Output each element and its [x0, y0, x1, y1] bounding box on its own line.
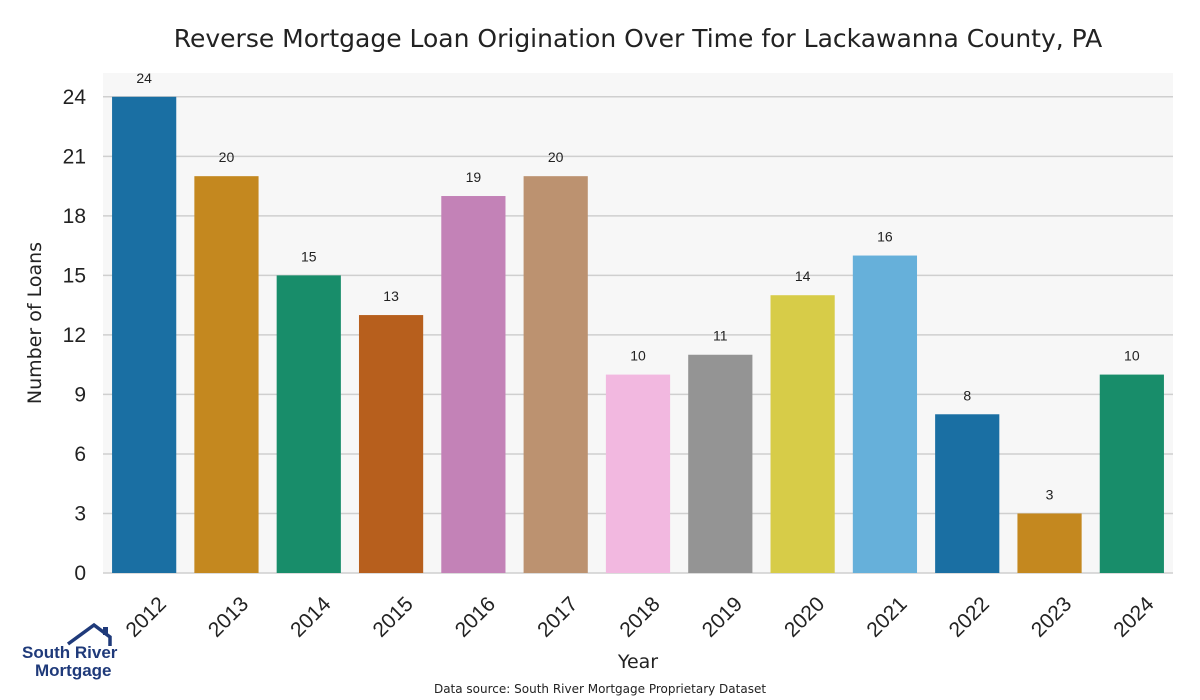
x-tick-label: 2013: [204, 592, 253, 641]
data-label: 15: [301, 248, 317, 264]
y-tick-label: 9: [74, 383, 86, 406]
logo-line-1: South River: [22, 643, 118, 662]
bar-2012: [112, 96, 177, 574]
x-tick-label: 2014: [286, 592, 336, 642]
y-tick-label: 3: [74, 502, 86, 525]
data-label: 10: [1124, 348, 1140, 364]
data-label: 24: [136, 70, 152, 86]
data-label: 3: [1046, 486, 1054, 502]
house-roof-icon: [66, 622, 112, 646]
x-tick-labels: 2012 2013 2014 2015 2016 2017 2018 2019 2020 2021…: [122, 592, 1159, 642]
bar-2022: [935, 414, 1000, 573]
data-label: 20: [219, 149, 235, 165]
bar-2017: [523, 176, 588, 573]
data-label: 13: [383, 288, 399, 304]
data-label: 8: [963, 387, 971, 403]
y-tick-labels: 0 3 6 9 12 15 18 21 24: [63, 86, 87, 585]
logo-line-2: Mortgage: [35, 661, 112, 680]
bar-2014: [276, 275, 341, 573]
bar-2013: [194, 176, 259, 573]
data-source-note: Data source: South River Mortgage Propri…: [434, 682, 766, 696]
x-tick-label: 2021: [862, 592, 911, 641]
x-tick-label: 2023: [1027, 592, 1076, 641]
x-tick-label: 2018: [615, 592, 664, 641]
x-axis-label: Year: [617, 651, 658, 673]
data-label: 14: [795, 268, 811, 284]
y-tick-label: 21: [63, 145, 86, 168]
bar-2018: [605, 374, 671, 573]
data-label: 20: [548, 149, 564, 165]
y-tick-label: 18: [63, 205, 86, 228]
bar-2015: [358, 315, 424, 573]
x-tick-label: 2019: [698, 592, 747, 641]
y-tick-label: 24: [63, 86, 87, 109]
x-tick-label: 2015: [369, 592, 418, 641]
bar-2024: [1099, 374, 1164, 573]
data-label: 11: [713, 328, 728, 344]
bars: [112, 96, 1164, 574]
x-tick-label: 2020: [780, 592, 829, 641]
y-tick-label: 6: [74, 443, 86, 466]
y-tick-label: 0: [74, 562, 86, 585]
bar-2023: [1017, 513, 1082, 573]
bar-2021: [852, 255, 918, 574]
x-tick-label: 2024: [1109, 592, 1159, 642]
y-tick-label: 12: [63, 324, 86, 347]
data-label: 10: [630, 348, 646, 364]
bar-2019: [688, 354, 753, 573]
bar-2016: [441, 196, 506, 573]
chart-title: Reverse Mortgage Loan Origination Over T…: [174, 24, 1103, 53]
y-tick-label: 15: [63, 264, 86, 287]
company-logo: South River Mortgage: [22, 622, 118, 680]
bar-2020: [770, 295, 835, 573]
x-tick-label: 2022: [945, 592, 994, 641]
y-axis-label: Number of Loans: [24, 242, 46, 404]
data-label: 19: [466, 169, 482, 185]
data-label: 16: [877, 229, 893, 245]
x-tick-label: 2016: [451, 592, 500, 641]
x-tick-label: 2017: [533, 592, 582, 641]
data-labels: 24 20 15 13 19 20 10 11 14 16 8 3 10: [136, 70, 1139, 503]
x-tick-label: 2012: [122, 592, 171, 641]
